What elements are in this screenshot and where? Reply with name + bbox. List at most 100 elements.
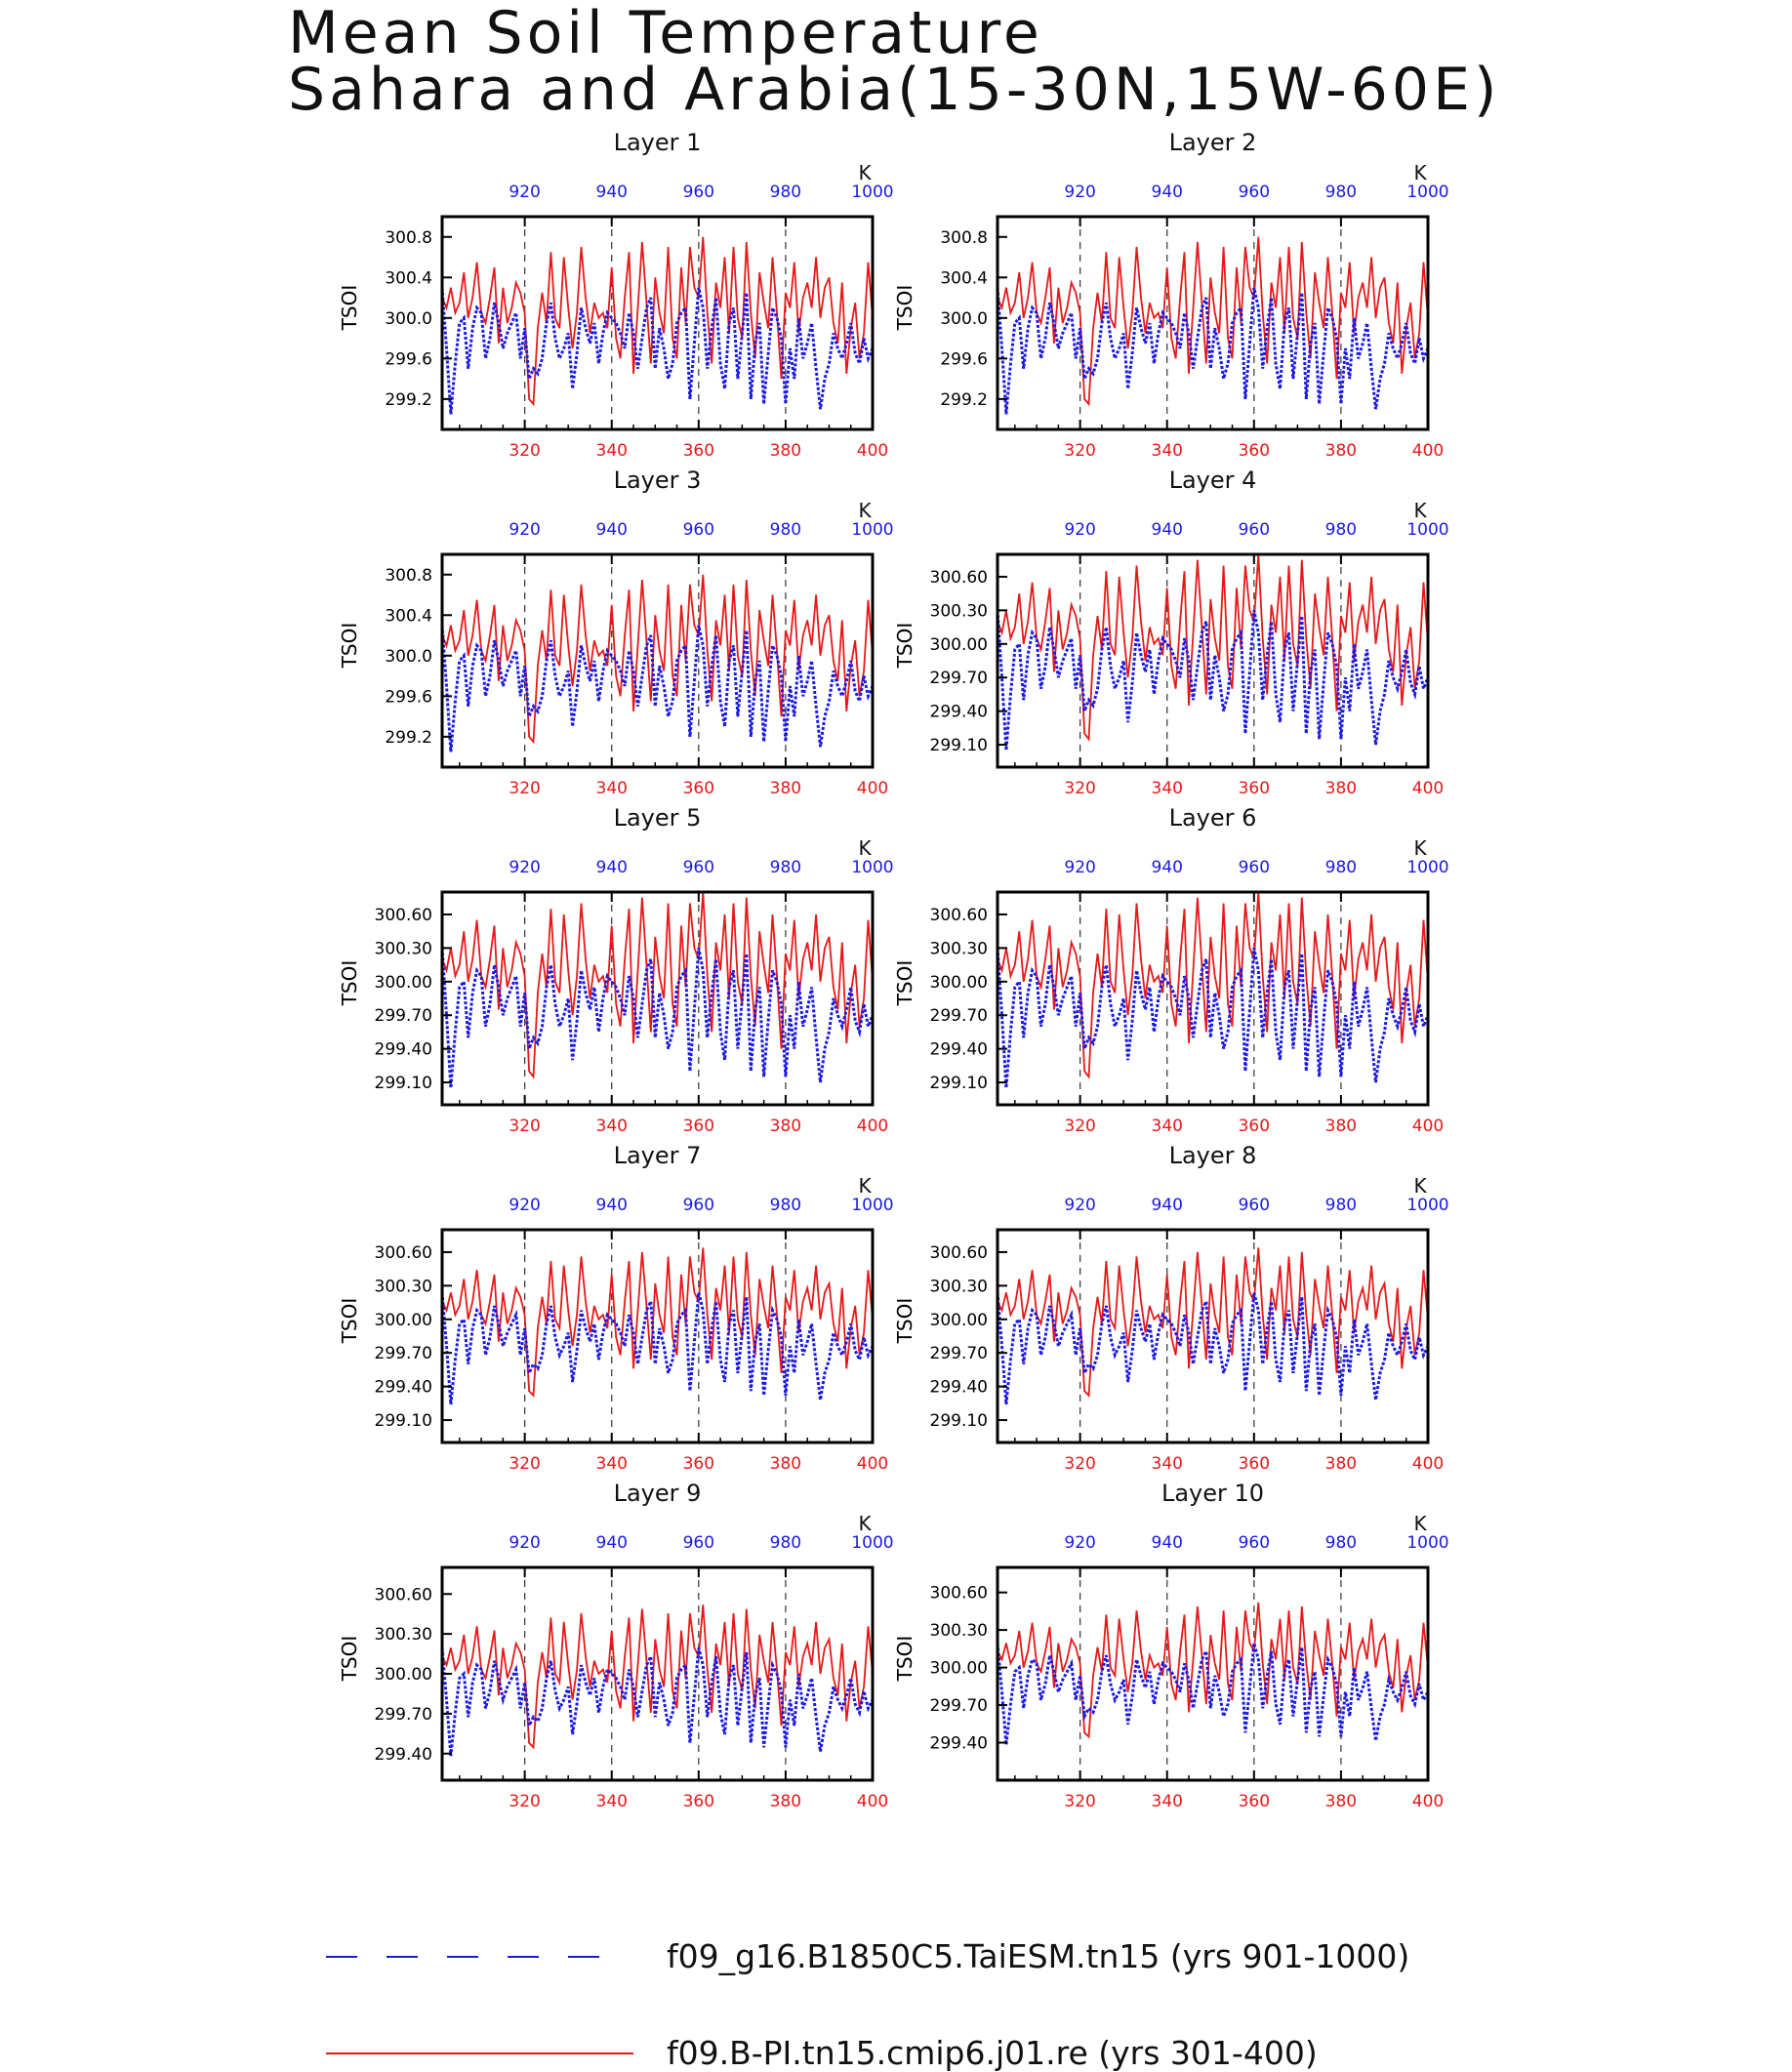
x-tick-label-bottom: 380 xyxy=(770,1792,801,1811)
y-tick-label: 299.70 xyxy=(930,1344,988,1363)
panel-title: Layer 8 xyxy=(1169,1142,1257,1169)
y-tick-label: 299.10 xyxy=(375,1074,432,1093)
x-tick-label-top: 920 xyxy=(1064,1196,1095,1215)
y-tick-label: 300.00 xyxy=(930,1311,988,1330)
x-tick-label-top: 920 xyxy=(509,1196,540,1215)
panel-title: Layer 2 xyxy=(1169,129,1257,156)
x-tick-label-top: 940 xyxy=(596,183,628,202)
x-tick-label-top: 920 xyxy=(1064,183,1095,202)
x-tick-label-bottom: 320 xyxy=(509,779,540,798)
series-line-red xyxy=(442,1247,873,1398)
y-axis-label: TSOI xyxy=(338,285,361,332)
plot-frame xyxy=(440,890,875,1107)
series-line-red xyxy=(442,574,873,745)
series-line-blue xyxy=(442,1647,873,1757)
y-tick-label: 300.30 xyxy=(930,1621,988,1641)
y-tick-label: 300.30 xyxy=(375,939,432,958)
plot-frame xyxy=(996,1565,1430,1782)
series-line-red xyxy=(998,1247,1428,1398)
x-tick-label-bottom: 340 xyxy=(1152,779,1183,798)
chart-panel-layer-6: Layer 6 K 320 340 360 380 400 920 940 960 980 1000 3… xyxy=(893,804,1449,1136)
units-label: K xyxy=(1413,161,1427,184)
x-tick-label-top: 960 xyxy=(683,1533,714,1553)
x-tick-label-bottom: 320 xyxy=(1064,1454,1095,1474)
x-tick-label-bottom: 380 xyxy=(1325,1117,1357,1136)
units-label: K xyxy=(1413,1174,1427,1198)
x-tick-label-bottom: 340 xyxy=(596,441,628,461)
y-tick-label: 299.70 xyxy=(930,669,988,688)
y-tick-label: 299.6 xyxy=(385,349,432,369)
panel-title: Layer 1 xyxy=(614,129,702,156)
y-axis-label: TSOI xyxy=(338,1298,361,1345)
x-tick-label-bottom: 360 xyxy=(1239,1117,1270,1136)
x-tick-label-top: 960 xyxy=(683,520,714,540)
x-tick-label-top: 960 xyxy=(683,858,714,877)
x-tick-label-top: 940 xyxy=(596,1533,628,1553)
y-tick-label: 299.40 xyxy=(375,1378,432,1398)
x-tick-label-top: 940 xyxy=(596,1196,628,1215)
x-tick-label-top: 940 xyxy=(1152,858,1183,877)
x-tick-label-top: 980 xyxy=(1325,520,1357,540)
x-tick-label-top: 940 xyxy=(1152,520,1183,540)
y-tick-label: 299.10 xyxy=(375,1411,432,1431)
x-tick-label-bottom: 380 xyxy=(770,779,801,798)
y-tick-label: 300.0 xyxy=(385,647,432,667)
y-tick-label: 300.60 xyxy=(375,906,432,925)
y-tick-label: 299.10 xyxy=(930,1411,988,1431)
y-tick-label: 299.2 xyxy=(385,390,432,410)
x-tick-label-top: 920 xyxy=(509,520,540,540)
x-tick-label-top: 960 xyxy=(1239,520,1270,540)
x-tick-label-bottom: 360 xyxy=(1239,441,1270,461)
x-tick-label-top: 1000 xyxy=(1406,858,1448,877)
units-label: K xyxy=(858,161,872,184)
y-tick-label: 299.10 xyxy=(930,1074,988,1093)
y-tick-label: 300.00 xyxy=(375,1311,432,1330)
series-line-blue xyxy=(998,287,1428,415)
x-tick-label-bottom: 360 xyxy=(683,1454,714,1474)
y-tick-label: 299.70 xyxy=(375,1006,432,1026)
series-line-red xyxy=(442,236,873,407)
series-line-blue xyxy=(998,1643,1428,1745)
y-tick-label: 300.0 xyxy=(385,309,432,329)
x-tick-label-top: 960 xyxy=(1239,183,1270,202)
x-tick-label-bottom: 360 xyxy=(683,1117,714,1136)
panel-title: Layer 10 xyxy=(1161,1480,1264,1507)
panel-title: Layer 4 xyxy=(1169,467,1257,494)
x-tick-label-bottom: 400 xyxy=(1412,1792,1444,1811)
x-tick-label-top: 980 xyxy=(1325,1196,1357,1215)
y-axis-label: TSOI xyxy=(893,960,916,1007)
x-tick-label-top: 940 xyxy=(1152,183,1183,202)
chart-panel-layer-3: Layer 3 K 320 340 360 380 400 920 940 960 980 1000 3… xyxy=(338,467,894,798)
y-tick-label: 299.10 xyxy=(930,736,988,755)
y-axis-label: TSOI xyxy=(338,960,361,1007)
x-tick-label-top: 1000 xyxy=(1406,520,1448,540)
units-label: K xyxy=(1413,499,1427,522)
panel-title: Layer 7 xyxy=(614,1142,702,1169)
x-tick-label-bottom: 400 xyxy=(857,1792,888,1811)
series-line-red xyxy=(998,892,1428,1079)
y-tick-label: 299.70 xyxy=(930,1696,988,1716)
y-tick-label: 299.70 xyxy=(375,1344,432,1363)
y-tick-label: 300.60 xyxy=(930,1243,988,1263)
x-tick-label-bottom: 360 xyxy=(683,1792,714,1811)
x-tick-label-bottom: 320 xyxy=(509,1454,540,1474)
y-tick-label: 300.30 xyxy=(930,1277,988,1296)
x-tick-label-bottom: 320 xyxy=(1064,779,1095,798)
x-tick-label-top: 980 xyxy=(770,520,801,540)
y-tick-label: 300.30 xyxy=(375,1625,432,1645)
legend-label-taiesm: f09_g16.B1850C5.TaiESM.tn15 (yrs 901-100… xyxy=(667,1937,1410,1975)
y-tick-label: 299.40 xyxy=(930,1734,988,1754)
y-tick-label: 300.60 xyxy=(375,1585,432,1605)
x-tick-label-bottom: 400 xyxy=(857,441,888,461)
y-tick-label: 299.70 xyxy=(930,1006,988,1026)
x-tick-label-top: 980 xyxy=(770,1533,801,1553)
y-tick-label: 300.60 xyxy=(930,568,988,588)
x-tick-label-top: 960 xyxy=(1239,858,1270,877)
x-tick-label-bottom: 320 xyxy=(509,1117,540,1136)
x-tick-label-top: 920 xyxy=(1064,858,1095,877)
x-tick-label-bottom: 400 xyxy=(857,1454,888,1474)
chart-panel-layer-2: Layer 2 K 320 340 360 380 400 920 940 960 980 1000 3… xyxy=(893,129,1449,461)
x-tick-label-bottom: 340 xyxy=(1152,1117,1183,1136)
x-tick-label-top: 920 xyxy=(509,1533,540,1553)
